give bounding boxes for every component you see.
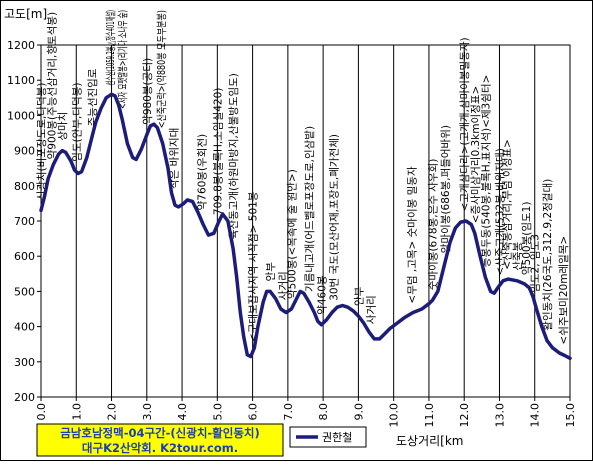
annotation-label: 활인동치(26국도,312.9,2정걸대) [541,179,554,331]
annotation-label: <고개삼다리>(고개개,삼마이봉밀동자) [459,37,471,211]
x-tick-label: 11.0 [423,403,436,428]
caption-box [36,423,284,457]
annotation-label: 안부 [265,262,277,282]
annotation-label: 약900봉(주능선삼거리,향토석봉) [47,12,59,160]
y-tick-label: 300 [14,356,35,369]
annotation-label: 작은 바위지대 [167,128,180,189]
annotation-label: <증사미삼거리0.3km이정표> [470,86,482,224]
annotation-label: 사거리 [278,271,290,300]
annotation-label: <산죽봉삼거리,무덤 이정표> [502,139,514,270]
annotation-label: 709.8봉(불록H,소임실420) [211,88,224,216]
x-tick-label: 0.0 [35,403,48,421]
annotation-label: 숫마이봉(678봉,은수 사우회) [428,159,440,291]
x-tick-label: 6.0 [247,403,260,421]
annotation-label: 산죽봉 [512,241,524,270]
legend-label: 권한철 [322,431,352,444]
y-tick-label: 600 [14,250,35,263]
annotation-label: 안부 [353,286,365,306]
x-tick-label: 8.0 [317,403,330,421]
annotation-label: 임도(안부,다덕봉) [70,83,83,162]
x-tick-label: 12.0 [458,403,471,428]
annotation-label: <무덤 ,고목> 숫마이봉 밀동자 [406,166,418,304]
annotation-label: <산죽군락>(약880봉 모두부분봉) [156,10,168,128]
x-tick-label: 13.0 [493,403,506,428]
caption-line-2: 대구K2산악회. K2tour.com. [82,441,238,455]
annotation-label: 기름내고개(어드벨로포장도로,인삼밭) [304,126,316,292]
y-tick-label: 1000 [7,109,35,122]
x-tick-label: 10.0 [388,403,401,428]
y-axis-label: 고도[m] [4,7,47,21]
x-tick-label: 5.0 [211,403,224,421]
y-tick-label: 800 [14,180,35,193]
annotation-label: 약760봉(우회전) [197,134,209,211]
y-tick-label: 1100 [7,74,35,87]
annotation-label: 약500봉(<목족에 줄 원안>) [286,169,298,299]
annotation-label: <구대보잡사지역 시작점> 501봉 [248,191,260,342]
x-tick-label: 15.0 [564,403,577,428]
annotation-label: 주능선진입로 [86,68,99,126]
annotation-label: <산죽고개(532봉,바위지대) [494,148,507,275]
legend-box [289,426,367,448]
annotation-label: 선수산(1059.2봉,△정수401재설) [105,10,117,86]
annotation-label: 약980봉(공터) [142,58,154,125]
annotation-label: 등봉두동(540봉,불록H,표지석)<제3쉼터> [480,75,492,268]
annotation-label: 신광치(비포장도로,다덕봉) [36,83,48,201]
annotation-label: 약460봉 [316,275,328,315]
y-tick-label: 200 [14,391,35,404]
y-tick-label: 900 [14,145,35,158]
x-tick-label: 2.0 [106,403,119,421]
y-tick-label: 1200 [7,39,35,52]
caption-line-1: 금남호남정맥-04구간-(신광치-활인동치) [60,426,260,440]
y-tick-label: 400 [14,321,35,334]
annotation-label: 임도2, 임도3 [529,234,542,293]
x-tick-label: 9.0 [352,403,365,421]
x-axis-label: 도상거리[km [396,434,463,448]
annotation-label: <서자 묘팻말봉>(리기다 소나무 숲) [117,10,129,109]
annotation-label: 상마치 [57,112,69,141]
y-tick-label: 500 [14,285,35,298]
elevation-line [39,92,572,361]
annotation-label: 사거리 [366,295,378,324]
x-tick-label: 1.0 [70,403,83,421]
x-tick-label: 4.0 [176,403,189,421]
annotation-label: <쉬주보미20m레일목> [557,236,570,345]
x-tick-label: 14.0 [529,403,542,428]
x-tick-label: 3.0 [141,403,154,421]
plot-area [40,44,571,398]
annotation-label: 육산동고개(하원마방지,산불방도임도) [227,73,240,239]
annotation-label: 30번 국도(모산어재,포장도,폐가전체) [329,134,341,301]
annotation-label: 약500봉(임도1) [520,202,533,276]
y-tick-label: 700 [14,215,35,228]
annotation-label: 암마이봉(686봉,퍼들어바위) [439,125,452,253]
x-tick-label: 7.0 [282,403,295,421]
